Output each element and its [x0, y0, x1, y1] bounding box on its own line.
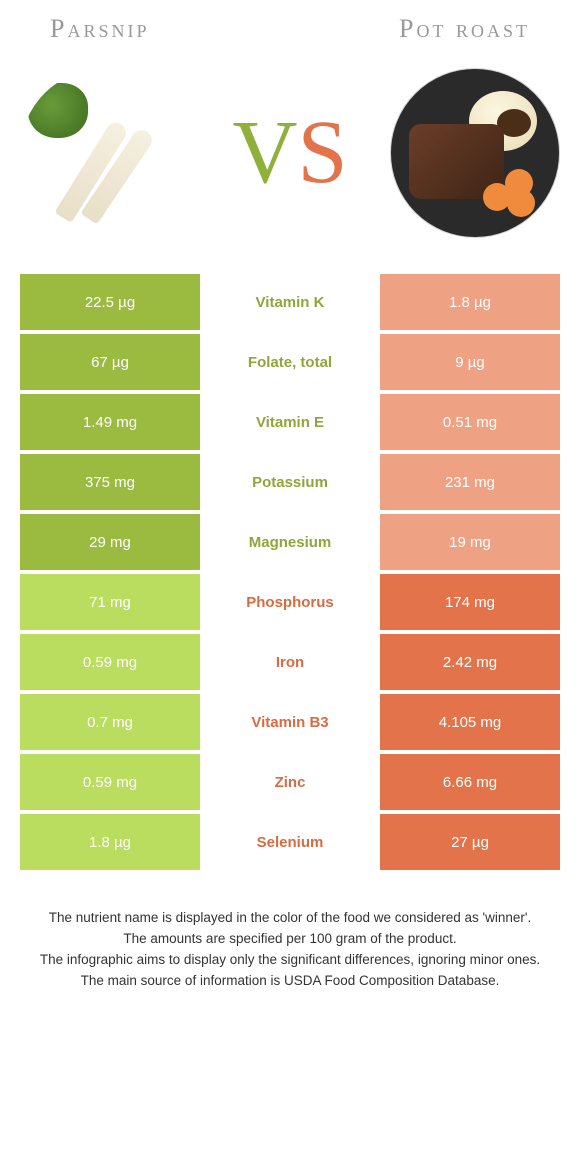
footnote-line: The nutrient name is displayed in the co…	[32, 908, 548, 929]
left-value-cell: 0.59 mg	[20, 634, 200, 690]
left-value-cell: 0.7 mg	[20, 694, 200, 750]
left-value-cell: 71 mg	[20, 574, 200, 630]
vs-label: VS	[232, 108, 347, 198]
left-food-title: Parsnip	[50, 14, 149, 44]
vs-letter-s: S	[297, 103, 347, 202]
right-value-cell: 231 mg	[380, 454, 560, 510]
parsnip-image	[20, 68, 190, 238]
vs-letter-v: V	[232, 103, 297, 202]
table-row: 29 mgMagnesium19 mg	[20, 514, 560, 570]
left-value-cell: 1.8 µg	[20, 814, 200, 870]
left-value-cell: 29 mg	[20, 514, 200, 570]
left-value-cell: 67 µg	[20, 334, 200, 390]
table-row: 0.7 mgVitamin B34.105 mg	[20, 694, 560, 750]
nutrient-name-cell: Vitamin K	[200, 274, 380, 330]
footnote-line: The main source of information is USDA F…	[32, 971, 548, 992]
nutrient-name-cell: Magnesium	[200, 514, 380, 570]
table-row: 1.49 mgVitamin E0.51 mg	[20, 394, 560, 450]
right-value-cell: 1.8 µg	[380, 274, 560, 330]
table-row: 0.59 mgIron2.42 mg	[20, 634, 560, 690]
table-row: 22.5 µgVitamin K1.8 µg	[20, 274, 560, 330]
table-row: 0.59 mgZinc6.66 mg	[20, 754, 560, 810]
nutrient-name-cell: Selenium	[200, 814, 380, 870]
nutrient-name-cell: Potassium	[200, 454, 380, 510]
footnote-line: The infographic aims to display only the…	[32, 950, 548, 971]
table-row: 71 mgPhosphorus174 mg	[20, 574, 560, 630]
right-value-cell: 0.51 mg	[380, 394, 560, 450]
footnotes: The nutrient name is displayed in the co…	[0, 874, 580, 992]
nutrient-name-cell: Iron	[200, 634, 380, 690]
left-value-cell: 22.5 µg	[20, 274, 200, 330]
nutrient-name-cell: Zinc	[200, 754, 380, 810]
hero-section: VS	[0, 44, 580, 274]
table-row: 1.8 µgSelenium27 µg	[20, 814, 560, 870]
right-value-cell: 6.66 mg	[380, 754, 560, 810]
right-food-title: Pot roast	[399, 14, 530, 44]
nutrient-name-cell: Folate, total	[200, 334, 380, 390]
table-row: 375 mgPotassium231 mg	[20, 454, 560, 510]
nutrient-name-cell: Phosphorus	[200, 574, 380, 630]
right-value-cell: 4.105 mg	[380, 694, 560, 750]
left-value-cell: 1.49 mg	[20, 394, 200, 450]
left-value-cell: 0.59 mg	[20, 754, 200, 810]
left-value-cell: 375 mg	[20, 454, 200, 510]
nutrient-name-cell: Vitamin E	[200, 394, 380, 450]
nutrient-name-cell: Vitamin B3	[200, 694, 380, 750]
right-value-cell: 19 mg	[380, 514, 560, 570]
footnote-line: The amounts are specified per 100 gram o…	[32, 929, 548, 950]
table-row: 67 µgFolate, total9 µg	[20, 334, 560, 390]
right-value-cell: 174 mg	[380, 574, 560, 630]
right-value-cell: 2.42 mg	[380, 634, 560, 690]
right-value-cell: 9 µg	[380, 334, 560, 390]
header-titles: Parsnip Pot roast	[0, 14, 580, 44]
potroast-image	[390, 68, 560, 238]
right-value-cell: 27 µg	[380, 814, 560, 870]
comparison-table: 22.5 µgVitamin K1.8 µg67 µgFolate, total…	[0, 274, 580, 870]
